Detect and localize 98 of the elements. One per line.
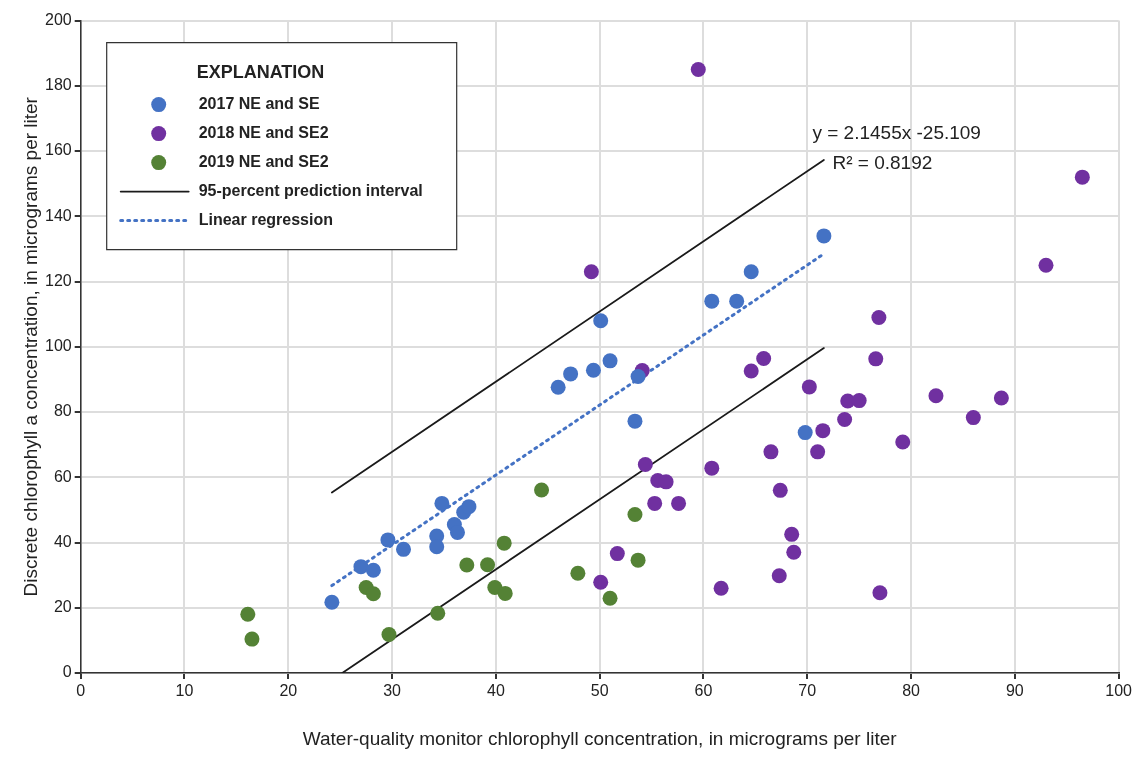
point: [786, 544, 802, 560]
point: [585, 362, 601, 378]
point: [609, 546, 625, 562]
point: [729, 293, 745, 309]
legend-label: 2019 NE and SE2: [198, 153, 329, 171]
point: [713, 580, 729, 596]
y-tick-label: 120: [44, 271, 72, 289]
annotation: R² = 0.8192: [832, 151, 933, 173]
point: [593, 313, 609, 329]
point: [872, 585, 888, 601]
point: [627, 506, 643, 522]
point: [496, 535, 512, 551]
point: [763, 444, 779, 460]
y-tick-label: 60: [53, 467, 72, 485]
point: [396, 541, 411, 557]
y-tick-label: 180: [44, 76, 72, 94]
point: [381, 627, 397, 643]
point: [627, 413, 643, 429]
point: [593, 574, 609, 590]
point: [784, 526, 800, 542]
x-axis-title: Water-quality monitor chlorophyll concentration, in micrograms per liter: [302, 727, 898, 749]
legend-title: EXPLANATION: [196, 61, 325, 82]
point: [602, 590, 618, 606]
point: [647, 495, 663, 511]
legend-label: Linear regression: [198, 211, 333, 229]
point: [816, 228, 832, 244]
point: [771, 568, 787, 584]
point: [851, 393, 867, 409]
point: [801, 379, 817, 395]
point: [797, 425, 813, 441]
point: [602, 353, 618, 369]
y-tick-label: 80: [53, 402, 72, 420]
legend-label: 2018 NE and SE2: [198, 124, 329, 142]
x-tick-label: 90: [1005, 682, 1024, 700]
point: [743, 264, 759, 280]
point: [704, 460, 720, 476]
point: [430, 605, 446, 621]
point: [461, 499, 477, 515]
point: [928, 388, 944, 404]
point: [365, 562, 381, 578]
x-tick-label: 10: [175, 682, 194, 700]
point: [583, 264, 599, 280]
x-tick-label: 0: [76, 682, 86, 700]
point: [993, 390, 1009, 406]
x-tick-label: 50: [590, 682, 609, 700]
legend-label: 95-percent prediction interval: [198, 182, 423, 200]
point: [837, 412, 853, 428]
x-tick-label: 60: [694, 682, 713, 700]
point: [244, 631, 260, 647]
y-tick-label: 100: [44, 337, 72, 355]
x-tick-label: 20: [279, 682, 298, 700]
x-tick-label: 30: [383, 682, 402, 700]
point: [743, 363, 759, 379]
y-tick-label: 20: [53, 598, 72, 616]
point: [459, 557, 475, 573]
point: [965, 410, 981, 426]
point: [658, 474, 674, 490]
point: [429, 539, 445, 555]
point: [480, 557, 496, 573]
x-tick-label: 70: [798, 682, 817, 700]
point: [497, 585, 513, 601]
point: [630, 552, 646, 568]
point: [756, 351, 772, 367]
point: [704, 293, 720, 309]
point: [240, 606, 256, 622]
point: [815, 423, 831, 439]
point: [563, 366, 579, 382]
point: [690, 62, 706, 78]
point: [449, 524, 465, 540]
point: [365, 586, 381, 602]
point: [380, 532, 396, 548]
annotation: y = 2.1455x -25.109: [812, 121, 981, 143]
point: [534, 482, 550, 498]
point: [1038, 257, 1054, 273]
y-tick-label: 160: [44, 141, 72, 159]
x-tick-label: 100: [1105, 682, 1133, 700]
point: [434, 495, 450, 511]
point: [868, 351, 884, 367]
y-tick-label: 200: [44, 11, 72, 29]
legend-label: 2017 NE and SE: [198, 95, 320, 113]
point: [353, 559, 369, 575]
y-tick-label: 0: [62, 663, 72, 681]
point: [772, 482, 788, 498]
y-tick-label: 40: [53, 532, 72, 550]
point: [871, 309, 887, 325]
point: [637, 457, 653, 473]
x-tick-label: 40: [486, 682, 505, 700]
point: [570, 565, 586, 581]
point: [671, 495, 687, 511]
point: [810, 444, 826, 460]
point: [550, 379, 566, 395]
point: [324, 594, 340, 610]
point: [630, 368, 646, 384]
x-tick-label: 80: [902, 682, 921, 700]
point: [895, 434, 911, 450]
point: [1074, 169, 1090, 185]
y-tick-label: 140: [44, 206, 72, 224]
y-axis-title: Discrete chlorophyll a concentration, in micrograms per liter: [20, 96, 42, 597]
